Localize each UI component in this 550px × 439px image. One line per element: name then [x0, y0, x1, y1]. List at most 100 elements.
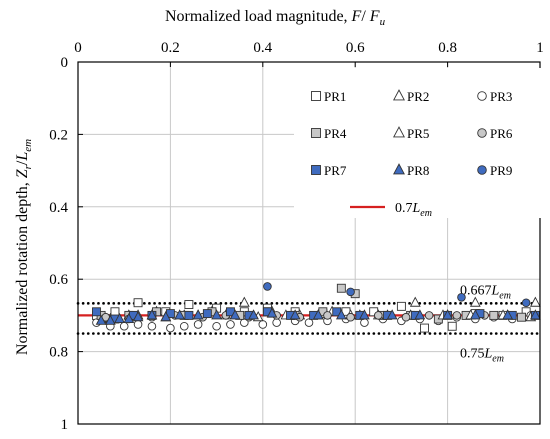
point-pr2 [529, 296, 541, 307]
point-pr1 [420, 323, 429, 333]
point-pr7 [202, 309, 212, 319]
point-pr3 [258, 320, 268, 329]
x-axis-title-var1: F [351, 8, 362, 25]
point-pr9 [263, 282, 272, 291]
y-tick-label: 0.2 [49, 127, 68, 143]
legend-marker-pr5 [393, 126, 405, 138]
y-axis-title-var2-sub: em [22, 139, 34, 152]
point-pr3 [133, 320, 143, 329]
legend-label-pr4: PR4 [324, 126, 347, 141]
point-pr2 [409, 296, 421, 307]
legend-marker-pr3 [477, 91, 487, 101]
x-axis-title-var2: F [369, 8, 380, 25]
point-pr8 [312, 309, 324, 320]
point-pr2 [469, 296, 481, 307]
y-axis-title-slash: / [14, 160, 31, 165]
y-tick-label: 0.4 [49, 200, 68, 216]
x-tick-label: 0.8 [438, 40, 457, 56]
point-pr8 [123, 312, 135, 323]
legend-marker-pr2 [393, 89, 405, 101]
y-axis-title: Normalized rotation depth, Zr/Lem [14, 139, 34, 355]
x-tick-label: 0.6 [346, 40, 365, 56]
point-pr3 [304, 318, 314, 327]
legend-marker-pr8 [393, 163, 405, 175]
point-pr8 [114, 312, 125, 323]
series-pr9 [263, 282, 531, 308]
x-tick-label: 1 [536, 40, 544, 56]
legend-label-pr9: PR9 [490, 163, 512, 178]
plot-frame [77, 61, 541, 425]
x-tick-label: 0.4 [253, 40, 272, 56]
point-pr8 [289, 309, 301, 320]
x-axis-title: Normalized load magnitude, F/ Fu [165, 8, 386, 28]
legend-label-pr5: PR5 [407, 126, 429, 141]
x-axis-title-var2-sub: u [380, 16, 386, 28]
x-tick-label: 0 [74, 40, 82, 56]
reference-line-label: 0.75Lem [460, 347, 504, 365]
point-pr8 [266, 307, 278, 318]
point-pr6 [452, 311, 462, 320]
legend-label-pr1: PR1 [324, 89, 346, 104]
point-pr3 [193, 320, 203, 329]
point-pr3 [166, 323, 175, 333]
legend-label-pr8: PR8 [407, 163, 429, 178]
series-pr8 [95, 307, 541, 325]
y-axis-title-var1: Z [14, 168, 31, 178]
point-pr7 [92, 307, 101, 317]
point-pr1 [184, 300, 194, 309]
y-tick-label: 0.6 [49, 272, 68, 288]
y-axis-title-text: Normalized rotation depth, [14, 182, 31, 355]
point-pr1 [447, 321, 457, 331]
point-pr3 [360, 318, 369, 327]
legend-marker-pr9 [477, 165, 487, 175]
y-tick-label: 0.8 [49, 345, 68, 361]
point-pr3 [212, 321, 221, 331]
point-pr6 [424, 311, 434, 320]
point-pr8 [386, 309, 398, 320]
point-pr7 [184, 310, 194, 320]
legend-label-pr6: PR6 [490, 126, 513, 141]
point-pr9 [521, 298, 531, 308]
point-pr8 [104, 314, 116, 325]
point-pr8 [529, 309, 541, 320]
point-pr1 [396, 301, 406, 311]
y-axis-title-var1-sub: r [22, 164, 34, 169]
point-pr8 [248, 309, 259, 320]
point-pr4 [336, 283, 346, 293]
point-pr6 [401, 312, 411, 322]
point-pr8 [414, 309, 426, 320]
legend-background [294, 68, 547, 218]
legend-label-pr7: PR7 [324, 163, 347, 178]
point-pr3 [147, 321, 157, 331]
point-pr8 [335, 309, 347, 320]
point-pr8 [469, 309, 481, 320]
point-pr8 [442, 309, 453, 320]
point-pr8 [95, 314, 107, 325]
data-points [92, 282, 541, 333]
point-pr8 [229, 309, 241, 320]
point-pr8 [146, 309, 158, 320]
point-pr8 [502, 309, 514, 320]
point-pr8 [211, 309, 222, 320]
point-pr3 [119, 321, 129, 331]
legend-marker-pr6 [477, 128, 487, 138]
point-pr3 [226, 320, 235, 329]
legend-marker-pr7 [311, 165, 321, 175]
point-pr8 [174, 309, 186, 320]
legend-label-pr3: PR3 [490, 89, 512, 104]
x-axis-title-text: Normalized load magnitude, [165, 8, 348, 25]
point-pr6 [323, 311, 332, 320]
point-pr3 [179, 321, 189, 331]
point-pr8 [132, 311, 144, 322]
legend: PR1 PR2 PR3 PR4 PR5 PR6 PR7 PR8 PR9 0.7Lem [294, 68, 547, 219]
reference-line-label: 0.7Lem [395, 201, 432, 219]
point-pr8 [359, 309, 370, 320]
point-pr8 [160, 311, 172, 322]
x-tick-label: 0.2 [161, 40, 180, 56]
point-pr6 [346, 312, 355, 322]
point-pr9 [346, 287, 355, 297]
x-axis-title-slash: / [361, 8, 369, 25]
point-pr1 [133, 298, 143, 308]
legend-marker-pr4 [311, 128, 321, 138]
